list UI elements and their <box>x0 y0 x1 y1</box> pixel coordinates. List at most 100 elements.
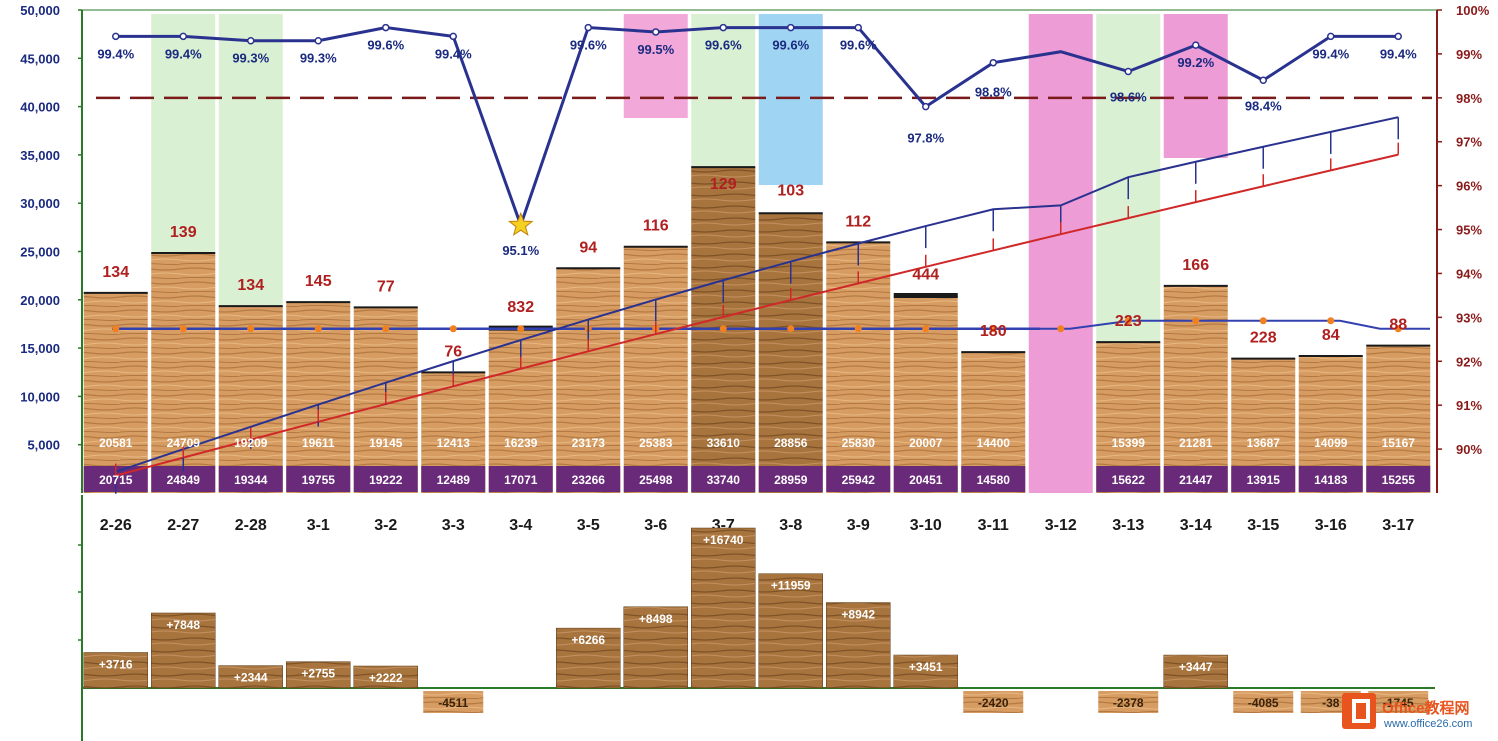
pass-rate-label: 95.1% <box>502 243 539 258</box>
total-volume-label: 28959 <box>774 473 808 487</box>
pass-volume-label: 33610 <box>707 436 741 450</box>
axes: 5,000 10,000 15,000 20,000 25,000 30,000 35,00… <box>20 3 1490 493</box>
pass-volume-label: 20007 <box>909 436 943 450</box>
pass-volume-label: 28856 <box>774 436 808 450</box>
difference-bars: +3716 +7848 +2344 +2755 +2222 -4511 +6266 +8498… <box>78 495 1435 741</box>
pass-rate-label: 99.4% <box>1380 46 1417 61</box>
category-label: 3-15 <box>1247 517 1279 534</box>
bar-label-band <box>421 466 486 492</box>
pass-rate-marker <box>719 23 727 32</box>
bar-2-28 <box>218 306 283 493</box>
bar-label-band <box>488 466 553 492</box>
diff-bar-positive <box>151 612 216 689</box>
volume-bars <box>83 166 1431 494</box>
defect-count-label: 139 <box>170 224 197 241</box>
pass-volume-label: 24709 <box>167 436 201 450</box>
bar-label-band <box>893 466 958 492</box>
diff-bar-positive <box>623 606 688 689</box>
category-label: 3-9 <box>847 517 870 534</box>
office-logo-icon: Office教程网 www.office26.com <box>1342 693 1472 730</box>
total-volume-label: 13915 <box>1247 473 1281 487</box>
diff-bar-negative <box>423 691 484 713</box>
average-marker <box>989 325 997 333</box>
left-tick-label: 35,000 <box>20 148 60 163</box>
category-label: 3-8 <box>779 517 802 534</box>
diff-label: +7848 <box>166 618 200 632</box>
category-label: 3-11 <box>978 517 1009 534</box>
category-label: 3-13 <box>1112 517 1144 534</box>
pass-rate-label: 99.6% <box>840 38 877 53</box>
category-label: 3-4 <box>509 517 532 534</box>
left-tick-label: 5,000 <box>27 438 60 453</box>
highlight-bands <box>151 14 1228 493</box>
bar-label-band <box>1366 466 1431 492</box>
bar-3-10 <box>893 295 958 493</box>
highlight-band-3-14 <box>1163 14 1228 158</box>
pass-rate-marker <box>652 28 660 36</box>
defect-count-label: 77 <box>377 278 395 295</box>
pass-rate-label: 99.4% <box>1312 46 1349 61</box>
pass-volume-label: 13687 <box>1247 436 1281 450</box>
defect-count-label: 166 <box>1182 257 1209 274</box>
total-volume-label: 25942 <box>842 473 876 487</box>
left-tick-label: 10,000 <box>20 389 60 404</box>
defect-count-label: 88 <box>1389 317 1407 334</box>
bar-label-band <box>1298 466 1363 492</box>
diff-bar-positive <box>218 665 283 689</box>
diff-label: -2420 <box>978 696 1009 710</box>
right-tick-label: 98% <box>1456 91 1482 106</box>
bar-label-band <box>1096 466 1161 492</box>
average-marker <box>1192 317 1200 325</box>
defect-count-label: 228 <box>1250 330 1277 347</box>
pass-rate-label: 98.4% <box>1245 98 1282 113</box>
right-tick-label: 95% <box>1456 223 1482 238</box>
diff-bar-negative <box>963 691 1024 713</box>
bar-label-band <box>218 466 283 492</box>
left-tick-label: 25,000 <box>20 245 60 260</box>
pass-rate-marker <box>449 32 457 41</box>
left-tick-label: 45,000 <box>20 51 60 66</box>
average-marker <box>382 325 390 333</box>
pass-rate-label: 99.3% <box>300 51 337 66</box>
pass-rate-label: 99.3% <box>232 51 269 66</box>
average-marker <box>517 325 525 333</box>
defect-count-label: 129 <box>710 176 737 193</box>
defect-count-label: 94 <box>579 239 597 256</box>
pass-volume-label: 25383 <box>639 436 673 450</box>
watermark-logo: Office教程网 www.office26.com <box>1340 689 1490 733</box>
category-label: 3-3 <box>442 517 465 534</box>
pass-rate-label: 99.2% <box>1177 55 1214 70</box>
category-label: 3-17 <box>1382 517 1414 534</box>
highlight-band-3-8 <box>758 14 823 185</box>
pass-rate-line <box>115 25 1399 230</box>
category-label: 3-10 <box>910 517 942 534</box>
average-marker <box>787 325 795 333</box>
bar-label-band <box>1231 466 1296 492</box>
left-tick-label: 40,000 <box>20 100 60 115</box>
bar-3-6 <box>623 246 688 493</box>
average-marker <box>719 325 727 333</box>
pass-volume-label: 19209 <box>234 436 268 450</box>
total-volume-label: 19222 <box>369 473 403 487</box>
total-volume-label: 14183 <box>1314 473 1348 487</box>
diff-bar-positive <box>556 627 621 689</box>
bar-3-5 <box>556 268 621 493</box>
line-series <box>96 23 1432 494</box>
bar-label-band <box>758 466 823 492</box>
right-tick-label: 97% <box>1456 135 1482 150</box>
logo-title: Office教程网 <box>1382 699 1470 717</box>
pass-rate-marker <box>314 36 322 45</box>
pass-rate-marker <box>989 58 997 67</box>
pass-rate-label: 99.5% <box>637 42 674 57</box>
average-marker <box>1259 317 1267 325</box>
diff-label: +2222 <box>369 671 403 685</box>
pass-volume-label: 14099 <box>1314 436 1348 450</box>
total-volume-label: 19344 <box>234 473 268 487</box>
total-volume-label: 24849 <box>167 473 201 487</box>
average-marker <box>1057 325 1065 333</box>
pass-volume-label: 25830 <box>842 436 876 450</box>
pass-rate-marker <box>1259 76 1267 85</box>
diff-label: -4511 <box>438 696 468 710</box>
pass-rate-label: 98.8% <box>975 85 1012 100</box>
